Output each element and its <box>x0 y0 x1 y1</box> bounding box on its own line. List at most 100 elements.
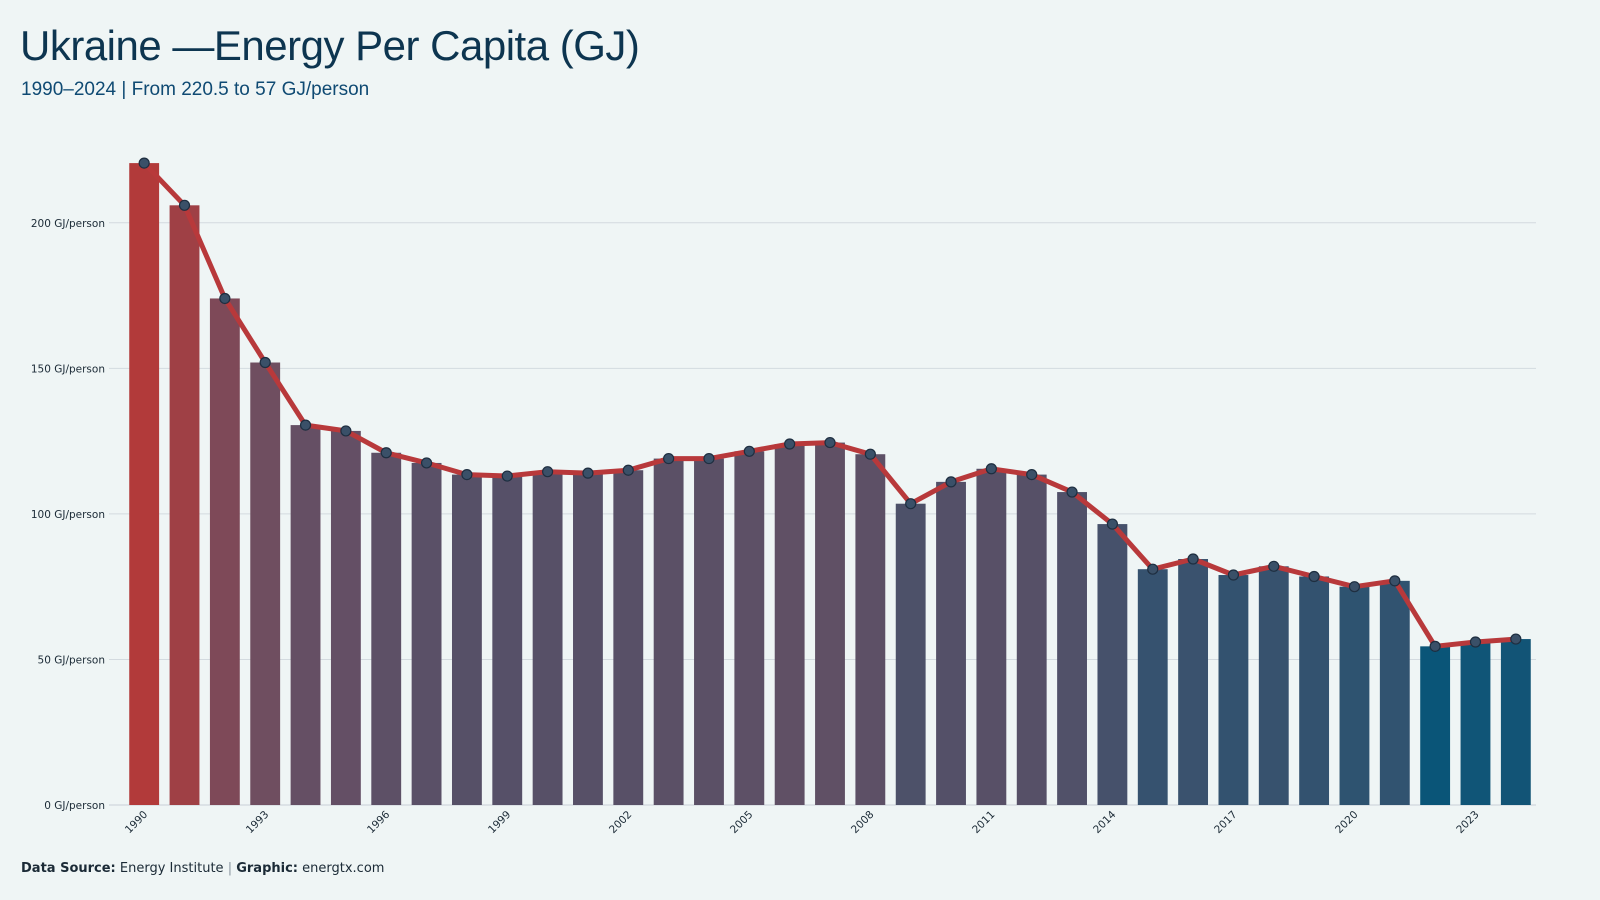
point-1992 <box>219 292 231 305</box>
graphic-label: Graphic: <box>236 861 298 876</box>
point-2012 <box>1026 468 1038 481</box>
bar-2019 <box>1299 576 1330 805</box>
x-tick-label: 2023 <box>1454 809 1481 836</box>
point-1999 <box>501 470 513 482</box>
point-1995 <box>340 425 352 437</box>
graphic-value: energtx.com <box>302 861 385 876</box>
y-axis-ticks: 0 GJ/person 50 GJ/person 100 GJ/person 150 … <box>31 218 105 812</box>
bar-2020 <box>1339 586 1370 805</box>
point-2019 <box>1308 570 1320 583</box>
bar-2014 <box>1097 524 1128 805</box>
bar-2018 <box>1258 566 1289 805</box>
x-tick-label: 2014 <box>1091 808 1119 836</box>
data-points <box>138 157 1522 652</box>
bars <box>129 163 1531 806</box>
point-1998 <box>461 468 473 481</box>
bar-2015 <box>1137 569 1168 805</box>
bar-2009 <box>895 503 926 805</box>
bar-1996 <box>371 452 402 805</box>
bar-2007 <box>815 442 845 805</box>
point-2016 <box>1187 553 1199 565</box>
bar-2008 <box>855 454 886 805</box>
point-2022 <box>1429 640 1441 652</box>
point-2015 <box>1147 563 1159 575</box>
bar-2013 <box>1057 492 1087 805</box>
point-2024 <box>1510 633 1522 645</box>
bar-2005 <box>734 451 765 805</box>
point-2001 <box>582 467 594 479</box>
footer-separator: | <box>227 861 233 876</box>
x-tick-label: 1996 <box>365 808 393 836</box>
bar-1991 <box>169 205 200 806</box>
source-label: Data Source: <box>21 861 116 876</box>
y-tick-label: 150 GJ/person <box>31 363 105 375</box>
x-tick-label: 2017 <box>1212 809 1239 836</box>
bar-2000 <box>532 471 563 805</box>
bar-2017 <box>1218 575 1249 805</box>
point-2005 <box>743 445 755 457</box>
point-2010 <box>945 476 957 488</box>
chart-subtitle: 1990–2024 | From 220.5 to 57 GJ/person <box>21 79 370 100</box>
bar-1999 <box>492 476 523 805</box>
point-2014 <box>1106 518 1119 530</box>
point-2006 <box>784 438 796 450</box>
point-2000 <box>541 466 554 478</box>
source-value: Energy Institute <box>119 861 224 876</box>
footer: Data Source: Energy Institute | Graphic:… <box>21 861 384 876</box>
point-1990 <box>138 157 150 169</box>
point-2021 <box>1389 575 1401 587</box>
point-1997 <box>420 457 433 469</box>
point-2013 <box>1066 486 1078 498</box>
point-1993 <box>259 356 271 369</box>
y-tick-label: 100 GJ/person <box>31 509 105 521</box>
point-2011 <box>985 463 997 475</box>
x-tick-label: 1990 <box>123 809 150 836</box>
bar-2012 <box>1016 474 1047 805</box>
point-2018 <box>1268 560 1280 572</box>
bar-2003 <box>653 458 684 805</box>
bar-2010 <box>936 481 966 805</box>
chart-title: Ukraine —Energy Per Capita (GJ) <box>20 22 640 69</box>
bar-2021 <box>1379 580 1410 805</box>
bar-2011 <box>976 468 1007 805</box>
x-axis-ticks: 1990 1993 1996 1999 2002 2005 2008 2011 2014 2017… <box>123 808 1482 836</box>
x-tick-label: 2008 <box>849 809 876 836</box>
bar-1994 <box>290 425 321 805</box>
bar-2023 <box>1460 641 1491 805</box>
bar-1990 <box>129 163 160 806</box>
bar-2002 <box>613 470 644 805</box>
point-2004 <box>703 452 715 465</box>
bar-2024 <box>1500 639 1531 805</box>
bar-1992 <box>209 298 240 805</box>
point-2002 <box>622 464 634 476</box>
x-tick-label: 2020 <box>1333 809 1360 836</box>
bar-1993 <box>250 362 281 805</box>
y-tick-label: 200 GJ/person <box>31 218 105 230</box>
bar-2001 <box>573 473 603 805</box>
x-tick-label: 2011 <box>970 809 997 836</box>
point-1996 <box>380 447 392 459</box>
x-tick-label: 1999 <box>486 809 513 836</box>
point-2008 <box>864 448 876 460</box>
point-2009 <box>905 498 917 510</box>
bar-2022 <box>1420 646 1451 805</box>
x-tick-label: 1993 <box>244 809 271 836</box>
bar-1997 <box>411 462 442 805</box>
bar-1995 <box>330 430 361 805</box>
x-tick-label: 2005 <box>728 809 755 836</box>
bar-2006 <box>774 444 805 805</box>
bar-2004 <box>694 458 724 805</box>
point-1994 <box>299 419 312 431</box>
bar-2016 <box>1178 559 1209 805</box>
point-2003 <box>663 452 675 465</box>
point-1991 <box>178 199 191 211</box>
point-2017 <box>1227 569 1240 581</box>
point-2007 <box>824 436 836 449</box>
point-2020 <box>1348 581 1361 593</box>
x-tick-label: 2002 <box>607 809 634 836</box>
y-tick-label: 0 GJ/person <box>44 800 105 812</box>
bar-1998 <box>451 474 482 805</box>
y-tick-label: 50 GJ/person <box>38 654 105 666</box>
point-2023 <box>1469 636 1482 648</box>
